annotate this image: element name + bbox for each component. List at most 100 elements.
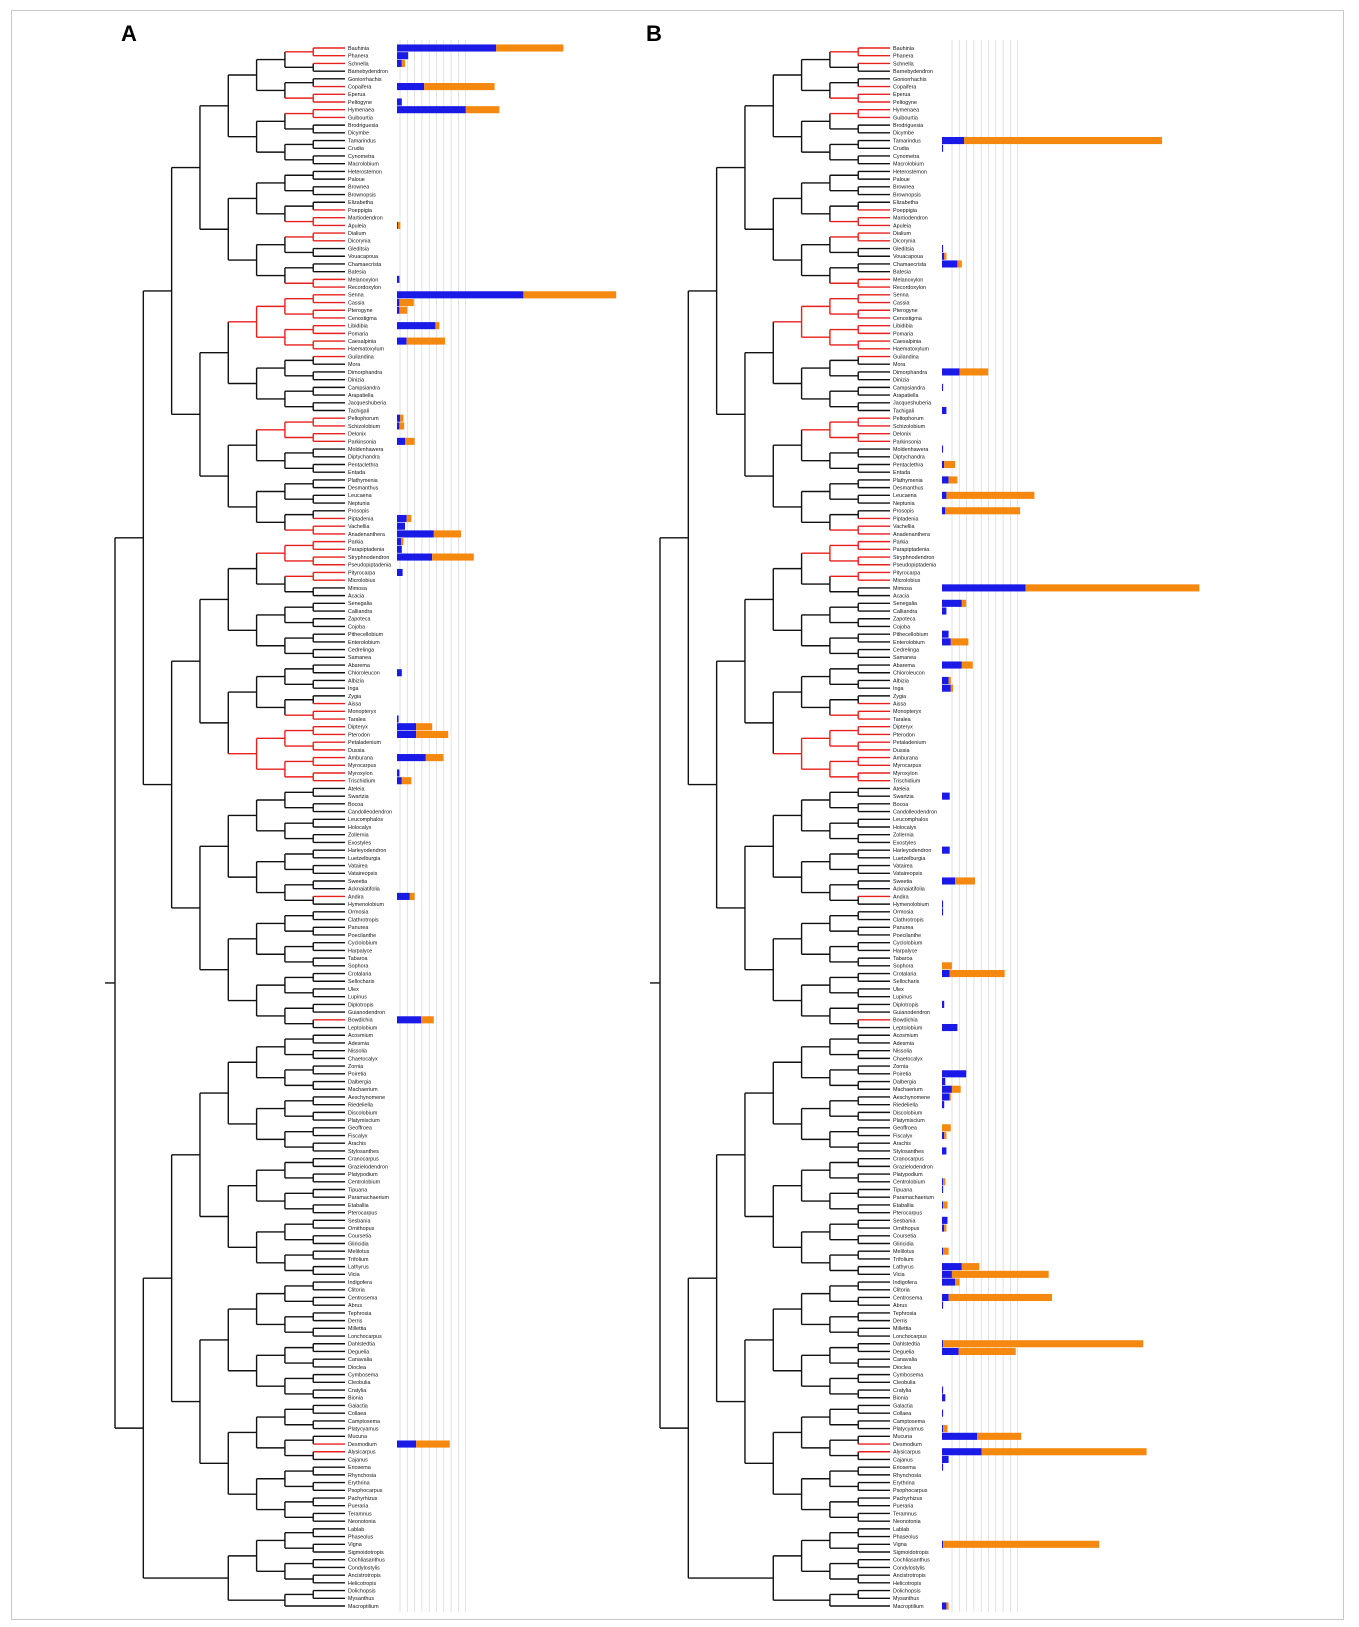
taxon-label: Millettia	[893, 1326, 911, 1332]
taxon-label: Goniorrhachis	[893, 77, 927, 83]
taxon-label: Acosmium	[893, 1033, 919, 1039]
taxon-label: Pterocarpus	[348, 1211, 377, 1217]
bar-segment-secondary	[955, 877, 975, 885]
bar-segment-primary	[397, 306, 400, 314]
bar-segment-primary	[942, 599, 962, 607]
taxon-label: Plathymenia	[893, 478, 923, 484]
taxon-label: Neonotonia	[893, 1519, 921, 1525]
taxon-label: Petaladenium	[893, 740, 926, 746]
bar-segment-primary	[942, 846, 950, 854]
bar-segment-primary	[397, 337, 407, 345]
taxon-label: Parkia	[893, 540, 908, 546]
taxon-label: Peltophorum	[893, 416, 924, 422]
bar-segment-primary	[942, 1293, 949, 1302]
bar-segment-secondary	[416, 1440, 450, 1448]
taxon-label: Tamarindus	[348, 138, 376, 144]
bar-segment-secondary	[949, 969, 1005, 978]
bar-segment-secondary	[945, 507, 1021, 515]
taxon-label: Apuleia	[893, 223, 911, 229]
taxon-label: Harleyodendron	[893, 848, 931, 854]
bar-segment-primary	[397, 59, 402, 67]
taxon-label: Anadenanthera	[893, 532, 930, 538]
taxon-label: Vouacapoua	[893, 254, 923, 260]
bar-segment-primary	[397, 221, 398, 229]
bar-segment-secondary	[948, 1293, 1052, 1302]
taxon-label: Zollernia	[348, 833, 369, 839]
taxon-label: Bocoa	[893, 802, 908, 808]
taxon-label: Sesbania	[348, 1218, 370, 1224]
taxon-label: Pachyrhizus	[348, 1496, 378, 1502]
taxon-label: Peltophorum	[348, 416, 379, 422]
bar-segment-primary	[397, 1016, 421, 1024]
taxon-label: Dimorphandra	[893, 370, 927, 376]
taxon-label: Crotalaria	[348, 971, 371, 977]
taxon-label: Stryphnodendron	[893, 555, 934, 561]
bar-segment-secondary	[425, 754, 444, 762]
taxon-label: Deguelia	[893, 1349, 914, 1355]
bar-segment-primary	[942, 908, 944, 916]
taxon-label: Helicotropis	[348, 1581, 376, 1587]
bar-segment-secondary	[409, 892, 415, 900]
taxon-label: Monopteryx	[893, 709, 921, 715]
bar-segment-primary	[942, 676, 949, 685]
taxon-label: Stylosanthes	[348, 1149, 379, 1155]
taxon-label: Melilotus	[893, 1249, 915, 1255]
taxon-label: Leucomphalos	[348, 817, 383, 823]
bar-segment-primary	[942, 1409, 944, 1417]
taxon-label: Recordoxylon	[348, 285, 381, 291]
taxon-label: Bauhinia	[893, 46, 914, 52]
taxon-label: Zapoteca	[348, 617, 370, 623]
taxon-label: Platypodium	[348, 1172, 378, 1178]
taxon-label: Dussia	[348, 748, 364, 754]
bar-segment-primary	[942, 1000, 945, 1008]
taxon-label: Andira	[893, 894, 909, 900]
taxon-label: Ulex	[348, 987, 359, 993]
taxon-label: Batesia	[348, 270, 366, 276]
bar-segment-secondary	[421, 1016, 434, 1024]
taxon-label: Entada	[893, 470, 910, 476]
bar-segment-secondary	[496, 44, 564, 52]
taxon-label: Enterolobium	[893, 640, 925, 646]
taxon-label: Macroptilium	[893, 1604, 924, 1610]
taxon-label: Paloue	[893, 177, 910, 183]
taxon-label: Pterocarpus	[893, 1211, 922, 1217]
taxon-label: Poiretia	[893, 1072, 911, 1078]
taxon-label: Desmanthus	[348, 486, 379, 492]
bar-segment-secondary	[957, 260, 962, 268]
taxon-label: Luetzelburgia	[893, 856, 925, 862]
bar-segment-secondary	[961, 661, 973, 669]
taxon-label: Arachis	[348, 1141, 366, 1147]
taxon-label: Dalbergia	[348, 1079, 371, 1085]
taxon-label: Gliricidia	[348, 1241, 369, 1247]
taxon-label: Andira	[348, 894, 364, 900]
taxon-label: Vigna	[348, 1542, 362, 1548]
taxon-label: Sesbania	[893, 1218, 915, 1224]
bar-segment-primary	[397, 568, 403, 577]
taxon-label: Platymiscium	[348, 1118, 380, 1124]
taxon-label: Myroxylon	[893, 771, 918, 777]
bar-segment-primary	[397, 298, 400, 307]
taxon-label: Cranocarpus	[348, 1157, 379, 1163]
bar-segment-primary	[397, 322, 436, 330]
taxon-label: Pentaclethra	[348, 462, 378, 468]
taxon-label: Entada	[348, 470, 365, 476]
taxon-label: Abrus	[348, 1303, 362, 1309]
taxon-label: Zornia	[348, 1064, 363, 1070]
bar-segment-primary	[397, 98, 402, 106]
bar-segment-primary	[942, 1023, 958, 1032]
taxon-label: Nissolia	[348, 1049, 367, 1055]
taxon-label: Samanea	[348, 655, 371, 661]
taxon-label: Dolichopsis	[348, 1588, 376, 1594]
taxon-label: Derris	[348, 1319, 363, 1325]
taxon-label: Copaifera	[893, 84, 916, 90]
taxon-label: Diplotropis	[893, 1002, 919, 1008]
taxon-label: Cochliasanthus	[893, 1558, 930, 1564]
bar-segment-secondary	[416, 723, 433, 731]
taxon-label: Batesia	[893, 270, 911, 276]
bar-segment-primary	[942, 1270, 952, 1278]
bar-segment-secondary	[943, 1540, 1100, 1548]
taxon-label: Libidibia	[348, 324, 368, 330]
taxon-label: Senna	[348, 293, 364, 299]
taxon-label: Ancistrotropis	[893, 1573, 926, 1579]
bar-segment-primary	[397, 730, 417, 738]
